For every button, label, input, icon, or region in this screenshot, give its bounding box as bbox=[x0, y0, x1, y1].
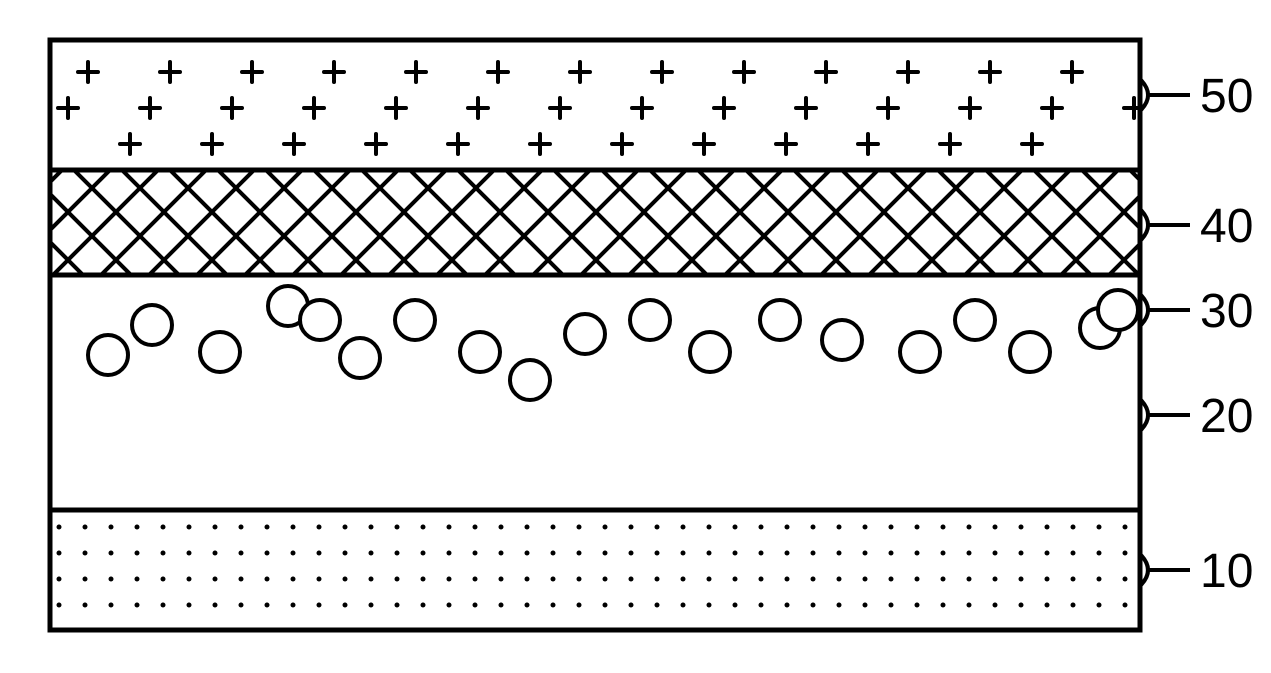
callout-label: 50 bbox=[1200, 70, 1253, 123]
callout-leader bbox=[1140, 554, 1190, 586]
layered-cross-section-diagram: 50 40 30 20 10 bbox=[20, 20, 1271, 653]
callout-leader bbox=[1140, 399, 1190, 431]
callout-leader bbox=[1140, 209, 1190, 241]
layer40 bbox=[50, 170, 1140, 275]
diagram-svg: 50 40 30 20 10 bbox=[20, 20, 1271, 653]
callout-leader bbox=[1140, 294, 1190, 326]
callout-label: 30 bbox=[1200, 285, 1253, 338]
callout-leader bbox=[1140, 79, 1190, 111]
callout-label: 20 bbox=[1200, 390, 1253, 443]
callout-label: 40 bbox=[1200, 200, 1253, 253]
callout-label: 10 bbox=[1200, 545, 1253, 598]
layer10 bbox=[50, 510, 1140, 630]
